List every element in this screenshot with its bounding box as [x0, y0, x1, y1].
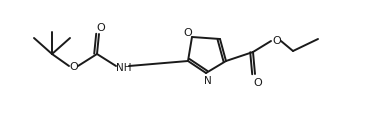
Text: O: O	[253, 77, 262, 87]
Text: O: O	[97, 23, 105, 33]
Text: O: O	[184, 28, 192, 38]
Text: NH: NH	[116, 62, 132, 72]
Text: N: N	[204, 75, 212, 85]
Text: O: O	[273, 36, 281, 46]
Text: O: O	[70, 61, 78, 71]
